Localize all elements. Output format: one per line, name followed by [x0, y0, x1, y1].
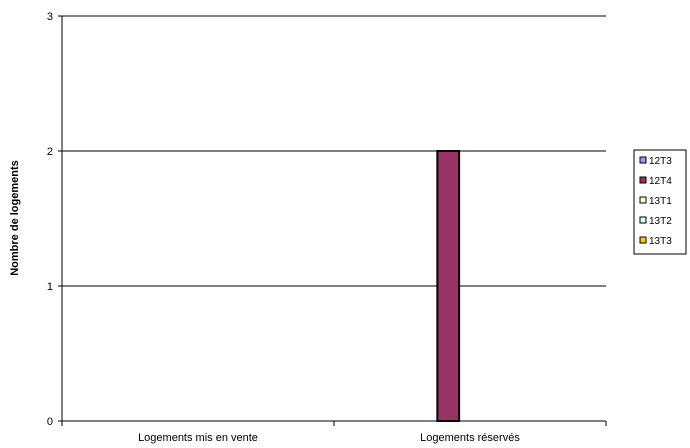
bars	[436, 150, 461, 422]
axes	[58, 15, 607, 426]
legend-label: 12T4	[649, 176, 672, 187]
legend-label: 13T3	[649, 236, 672, 247]
legend-swatch	[639, 176, 647, 184]
legend-swatch	[639, 196, 647, 204]
x-tick-labels: Logements mis en vente Logements réservés	[138, 432, 520, 444]
gridlines	[62, 15, 606, 287]
x-tick-label: Logements mis en vente	[138, 432, 258, 444]
y-axis-label: Nombre de logements	[9, 160, 21, 276]
y-tick-label: 0	[47, 416, 53, 428]
legend-label: 13T1	[649, 196, 672, 207]
legend-label: 13T2	[649, 216, 672, 227]
y-tick-label: 2	[47, 146, 53, 158]
legend-swatch	[639, 156, 647, 164]
legend: 12T3 12T4 13T1 13T2 13T3	[633, 149, 687, 255]
bar-12T4-1	[436, 150, 461, 422]
legend-swatch	[639, 216, 647, 224]
y-tick-labels: 0 1 2 3	[47, 11, 53, 428]
legend-swatch	[639, 236, 647, 244]
legend-label: 12T3	[649, 156, 672, 167]
y-tick-label: 1	[47, 281, 53, 293]
y-tick-label: 3	[47, 11, 53, 23]
x-tick-label: Logements réservés	[420, 432, 520, 444]
